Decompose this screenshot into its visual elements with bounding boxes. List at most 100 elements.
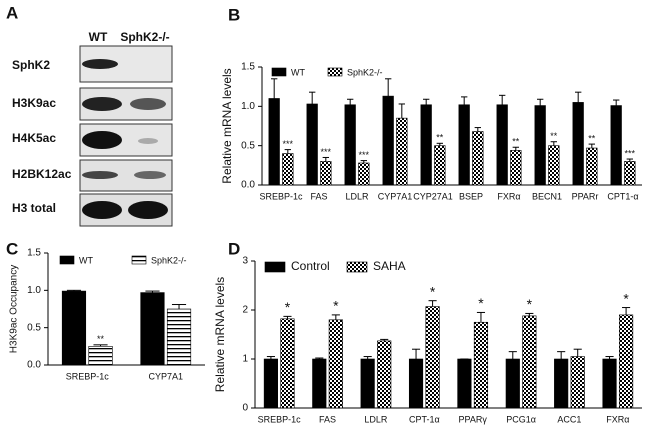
- significance: ***: [625, 148, 636, 158]
- x-tick-label: SREBP-1c: [259, 191, 303, 201]
- bar: [425, 306, 440, 409]
- error-bar: [270, 78, 278, 99]
- bar: [306, 103, 318, 186]
- bar: [320, 161, 332, 186]
- bar: [328, 319, 343, 409]
- error-bar: [498, 94, 506, 105]
- error-bar: [525, 312, 534, 316]
- bar: [496, 104, 508, 186]
- error-bar: [422, 98, 430, 105]
- x-tick-label: SREBP-1c: [66, 371, 110, 381]
- error-bar: [550, 141, 558, 146]
- x-tick-label: CYP7A1: [148, 371, 183, 381]
- bar: [522, 315, 537, 409]
- error-bar: [574, 91, 582, 103]
- error-bar: [66, 289, 82, 292]
- bar: [570, 356, 585, 409]
- legend-label: Control: [291, 259, 330, 273]
- x-tick-label: FAS: [310, 191, 327, 201]
- blot-band: [82, 59, 118, 69]
- significance: **: [97, 334, 105, 344]
- x-tick-label: CPT1-α: [607, 191, 638, 201]
- legend-label: WT: [291, 67, 305, 77]
- x-tick-label: PCG1α: [506, 414, 536, 424]
- y-tick-label: 0.5: [241, 140, 255, 151]
- bar: [602, 358, 617, 409]
- panel-label: A: [6, 3, 18, 22]
- y-axis-label: Relative mRNA levels: [213, 277, 227, 392]
- error-bar: [363, 356, 372, 359]
- blot-band: [128, 201, 168, 219]
- error-bar: [284, 149, 292, 154]
- bar: [434, 145, 446, 186]
- error-bar: [612, 99, 620, 106]
- bar: [458, 104, 470, 186]
- error-bar: [476, 311, 486, 323]
- error-bar: [622, 307, 631, 315]
- error-bar: [93, 344, 108, 347]
- significance: ***: [283, 139, 294, 149]
- x-tick-label: FAS: [319, 414, 336, 424]
- significance: *: [333, 298, 339, 314]
- bar: [344, 104, 356, 186]
- bar: [624, 161, 636, 186]
- error-bar: [411, 348, 421, 359]
- bar: [548, 145, 560, 186]
- significance: *: [527, 296, 533, 312]
- significance: *: [478, 295, 484, 311]
- y-tick-label: 0.5: [27, 322, 41, 333]
- blot-band: [82, 171, 118, 179]
- bar: [510, 150, 522, 186]
- bar: [472, 131, 484, 186]
- error-bar: [145, 290, 160, 293]
- blot-column: SphK2-/-: [120, 30, 169, 44]
- x-tick-label: LDLR: [364, 414, 388, 424]
- significance: *: [623, 290, 629, 306]
- blot-row: H3 total: [12, 201, 56, 215]
- panel-label: B: [228, 5, 240, 24]
- error-bar: [512, 146, 520, 151]
- legend-label: WT: [79, 255, 93, 265]
- error-bar: [171, 304, 187, 309]
- error-bar: [360, 160, 368, 163]
- blot-row: H4K5ac: [12, 131, 56, 145]
- x-tick-label: SREBP-1c: [258, 414, 302, 424]
- error-bar: [384, 78, 392, 97]
- bar: [505, 358, 520, 409]
- error-bar: [508, 351, 517, 359]
- blot-band: [134, 171, 166, 179]
- error-bar: [436, 142, 444, 146]
- bar: [268, 98, 280, 186]
- significance: *: [430, 283, 436, 299]
- legend-label: SphK2-/-: [151, 255, 187, 265]
- significance: **: [550, 131, 558, 141]
- x-tick-label: LDLR: [345, 191, 369, 201]
- significance: **: [436, 133, 444, 143]
- bar: [457, 358, 472, 409]
- blot-row: SphK2: [12, 58, 50, 72]
- x-tick-label: FXRα: [497, 191, 520, 201]
- legend-swatch: [131, 255, 147, 265]
- x-tick-label: BSEP: [459, 191, 483, 201]
- error-bar: [557, 351, 566, 359]
- x-tick-label: CYP27A1: [413, 191, 453, 201]
- error-bar: [605, 356, 614, 359]
- legend-swatch: [271, 67, 287, 77]
- bar: [586, 147, 598, 186]
- error-bar: [308, 91, 316, 104]
- x-tick-label: CYP7A1: [378, 191, 413, 201]
- y-tick-label: 2: [242, 305, 248, 316]
- significance: *: [285, 299, 291, 315]
- blot-band: [82, 201, 122, 219]
- bar: [312, 358, 327, 409]
- blot-band: [82, 97, 122, 111]
- bar: [554, 358, 569, 409]
- error-bar: [331, 314, 340, 320]
- error-bar: [266, 356, 275, 359]
- significance: **: [512, 137, 520, 147]
- legend-swatch: [346, 261, 368, 273]
- legend-swatch: [327, 67, 343, 77]
- legend-label: SphK2-/-: [347, 67, 383, 77]
- error-bar: [474, 127, 482, 132]
- bar: [572, 102, 584, 186]
